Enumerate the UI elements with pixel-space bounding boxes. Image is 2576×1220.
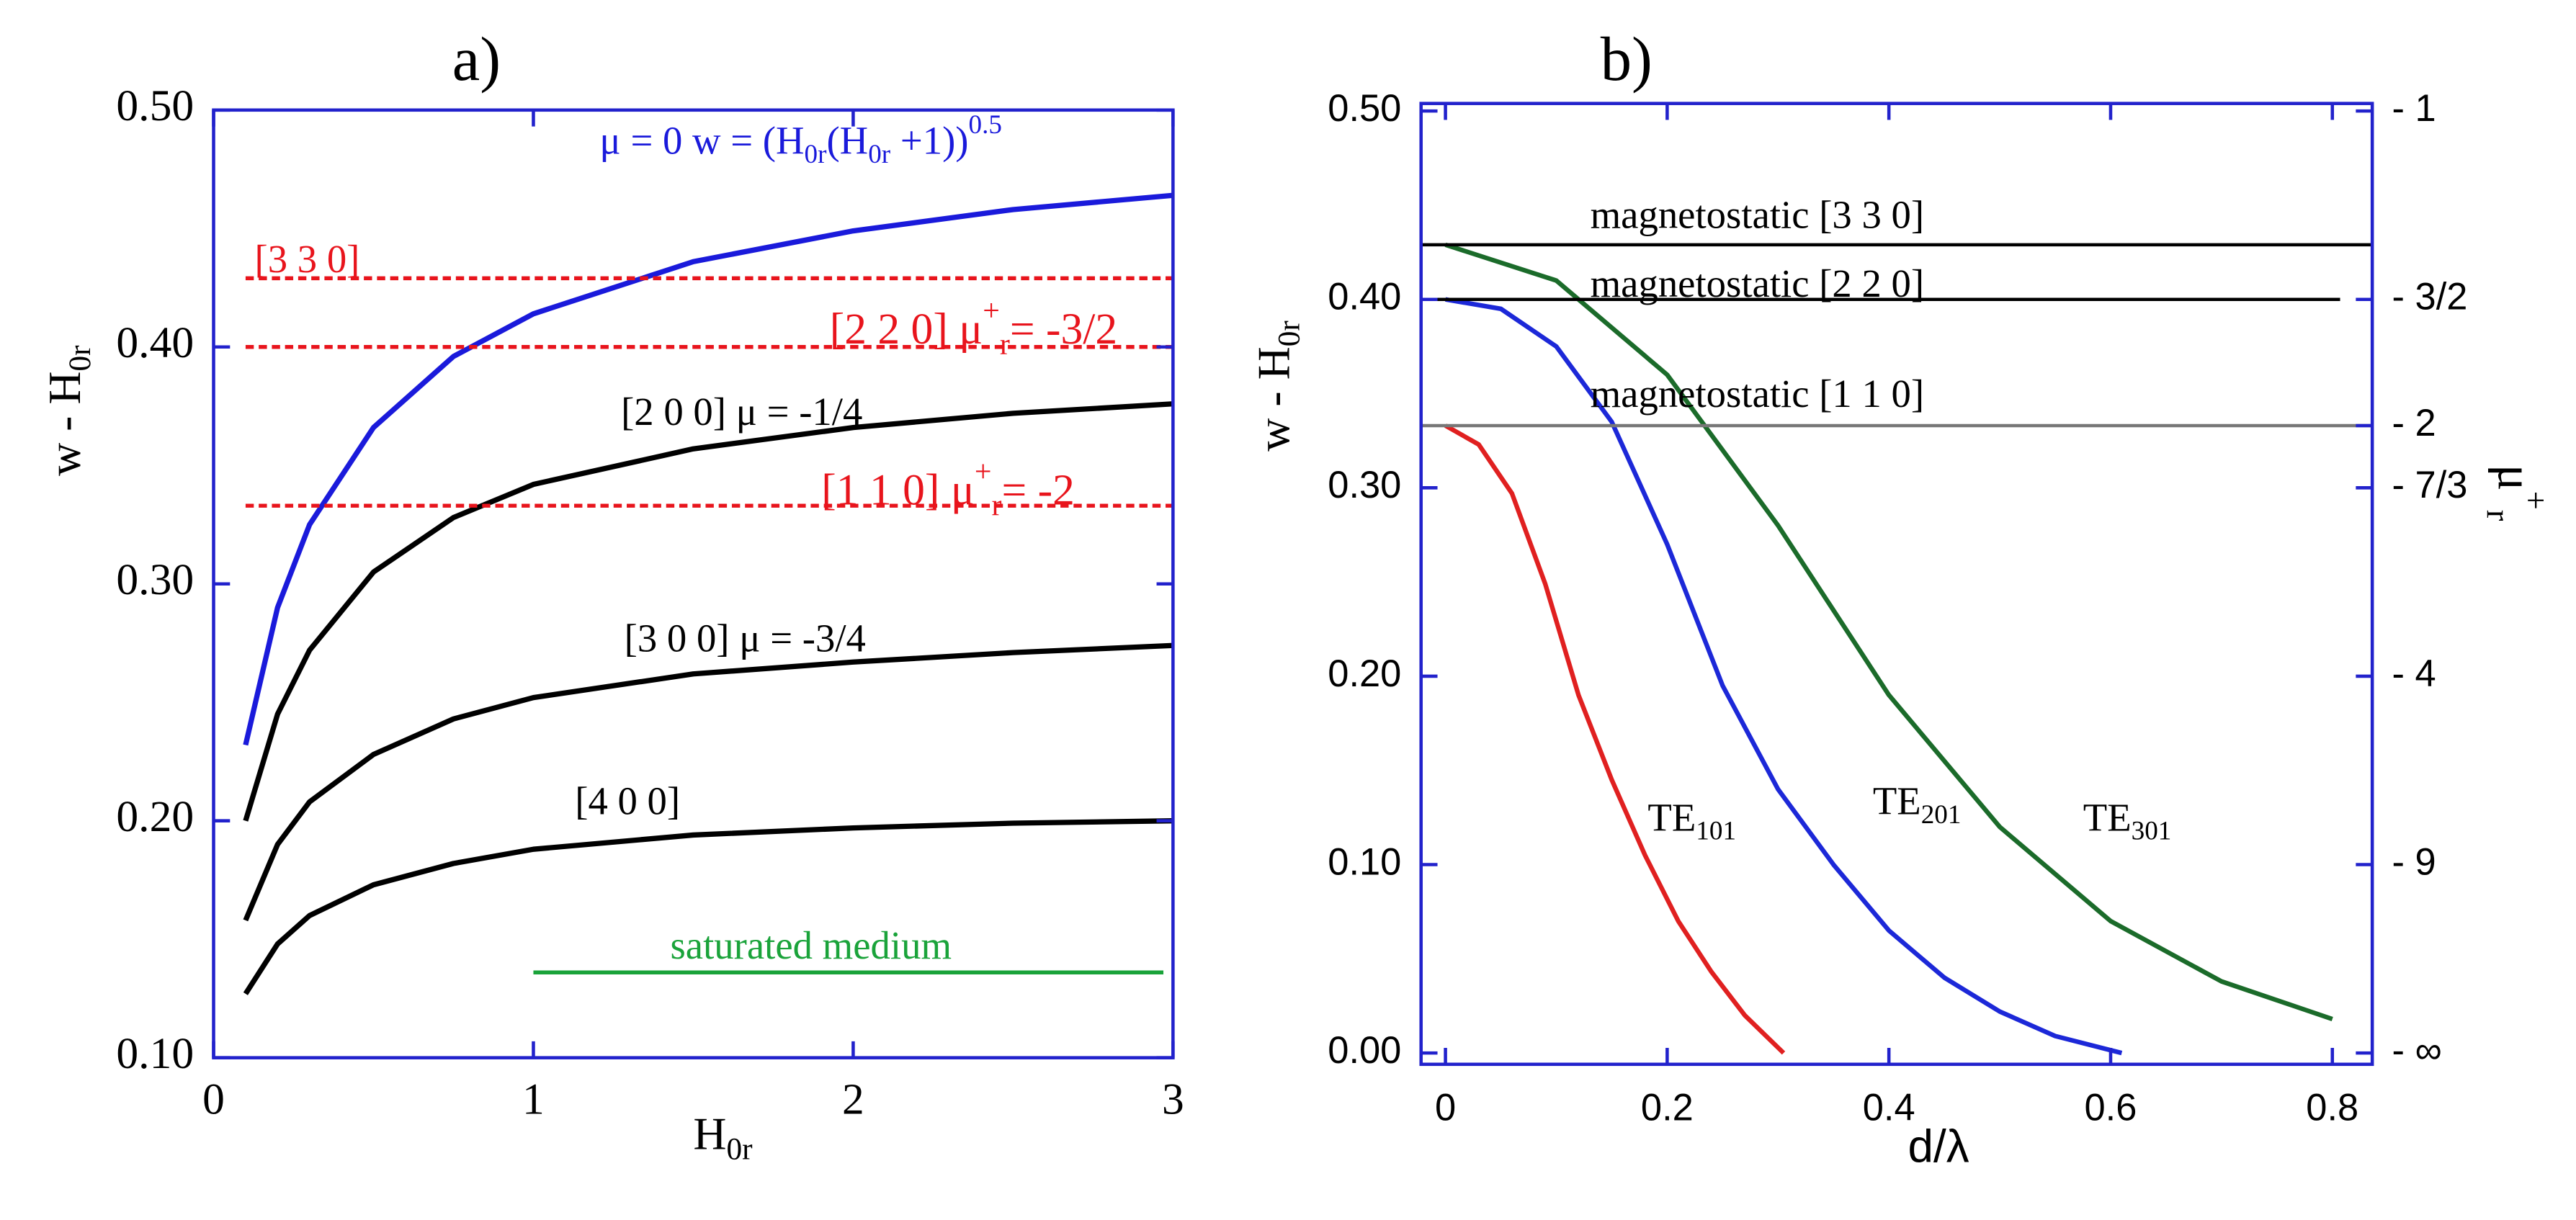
series-line	[1444, 423, 1786, 1055]
series-line	[243, 192, 1173, 746]
annotation-part: [4 0 0]	[575, 779, 680, 822]
y2-axis-label-part: +	[2517, 491, 2554, 510]
annotation-part: TE	[1647, 795, 1696, 839]
annotation-part: +	[983, 295, 1000, 328]
x-axis-label-part: d/λ	[1908, 1120, 1969, 1172]
y-axis-label: w - H0r	[1248, 320, 1306, 452]
series-line	[243, 642, 1173, 922]
annotation: TE101	[1647, 795, 1736, 846]
x-tick-label: 0	[202, 1075, 225, 1124]
y2-tick-label: - 7/3	[2392, 465, 2468, 506]
annotation: [1 1 0] μ+r= -2	[821, 455, 1075, 521]
x-tick-label: 1	[522, 1075, 545, 1124]
y-axis-label-part: 0r	[63, 345, 97, 372]
y2-axis-label-part: μ	[2488, 465, 2543, 491]
x-axis-label: H0r	[693, 1108, 753, 1166]
y-tick-label: 0.20	[1328, 653, 1401, 695]
annotation: magnetostatic [1 1 0]	[1591, 371, 1924, 415]
plot-frame	[1419, 102, 2374, 1067]
y2-tick-label: - 4	[2392, 653, 2436, 695]
annotation-part: r	[992, 489, 1002, 522]
y-tick-label: 0.30	[1328, 465, 1401, 506]
y-tick-label: 0.00	[1328, 1030, 1401, 1072]
x-axis-label-part: 0r	[726, 1132, 753, 1167]
annotation-part: 0r	[868, 140, 891, 169]
annotation-part: [2 0 0] μ = -1/4	[621, 390, 862, 434]
annotation: [2 2 0] μ+r= -3/2	[830, 295, 1117, 361]
y-axis-label-part: w - H	[1248, 346, 1299, 451]
annotation-part: TE	[2083, 795, 2132, 839]
x-tick-label: 3	[1162, 1075, 1184, 1124]
y-axis-label-part: w - H	[38, 371, 89, 475]
annotation-part: r	[1000, 328, 1010, 361]
annotation-part: magnetostatic [3 3 0]	[1591, 192, 1924, 236]
y-tick-label: 0.50	[116, 81, 194, 130]
annotation-part: (H	[826, 118, 868, 162]
annotation: magnetostatic [2 2 0]	[1591, 261, 1924, 305]
panel-title: a)	[452, 24, 501, 94]
y-tick-label: 0.30	[116, 555, 194, 604]
annotation-part: +1))	[890, 118, 968, 162]
annotation-part: magnetostatic [1 1 0]	[1591, 371, 1924, 415]
annotation-part: [2 2 0] μ	[830, 305, 983, 354]
y2-tick-label: - 9	[2392, 841, 2436, 883]
annotation: magnetostatic [3 3 0]	[1591, 192, 1924, 236]
x-tick-label: 0.8	[2306, 1087, 2358, 1129]
x-axis-label-part: H	[693, 1108, 726, 1159]
series-line	[243, 401, 1173, 822]
annotation: [3 3 0]	[255, 236, 360, 280]
annotation: saturated medium	[671, 923, 952, 967]
annotation-part: 301	[2132, 816, 2172, 846]
series-line	[1444, 242, 2333, 1022]
annotation-part: [3 0 0] μ = -3/4	[625, 616, 866, 660]
annotation-part: μ = 0 w = (H	[599, 118, 804, 162]
x-tick-label: 0.2	[1641, 1087, 1694, 1129]
x-tick-label: 0.4	[1863, 1087, 1915, 1129]
series-line	[243, 818, 1173, 995]
annotation-part: TE	[1873, 779, 1921, 822]
x-tick-label: 2	[842, 1075, 864, 1124]
y-axis-label-part: 0r	[1271, 320, 1306, 347]
y-tick-label: 0.20	[116, 792, 194, 841]
annotation: [4 0 0]	[575, 779, 680, 822]
annotation: [3 0 0] μ = -3/4	[625, 616, 866, 660]
y-tick-label: 0.10	[1328, 841, 1401, 883]
annotation-part: = -2	[1002, 466, 1075, 515]
annotation-part: magnetostatic [2 2 0]	[1591, 261, 1924, 305]
annotation: TE201	[1873, 779, 1962, 829]
y2-tick-label: - 1	[2392, 88, 2436, 130]
y2-axis-label: μ+r	[2480, 465, 2554, 521]
annotation-part: +	[975, 455, 992, 488]
y-tick-label: 0.50	[1328, 88, 1401, 130]
y-tick-label: 0.40	[116, 318, 194, 367]
annotation-part: 201	[1921, 799, 1962, 829]
y2-tick-label: - ∞	[2392, 1030, 2442, 1072]
annotation-part: 101	[1696, 816, 1736, 846]
x-tick-label: 0	[1435, 1087, 1456, 1129]
y2-tick-label: - 3/2	[2392, 277, 2468, 318]
annotation: [2 0 0] μ = -1/4	[621, 390, 862, 434]
x-tick-label: 0.6	[2085, 1087, 2137, 1129]
y2-axis-label-part: r	[2480, 510, 2517, 521]
annotation-part: = -3/2	[1010, 305, 1117, 354]
annotation-part: 0.5	[969, 110, 1002, 140]
y2-tick-label: - 2	[2392, 403, 2436, 444]
y-axis-label: w - H0r	[38, 345, 97, 476]
annotation: μ = 0 w = (H0r(H0r +1))0.5	[599, 110, 1002, 169]
annotation-part: [3 3 0]	[255, 236, 360, 280]
annotation-part: 0r	[805, 140, 828, 169]
annotation-part: [1 1 0] μ	[821, 466, 975, 515]
panel-title: b)	[1601, 24, 1653, 94]
series-line	[1445, 297, 2123, 1056]
y-tick-label: 0.10	[116, 1029, 194, 1078]
x-axis-label: d/λ	[1908, 1120, 1969, 1172]
y-tick-label: 0.40	[1328, 277, 1401, 318]
annotation-part: saturated medium	[671, 923, 952, 967]
annotation: TE301	[2083, 795, 2172, 846]
